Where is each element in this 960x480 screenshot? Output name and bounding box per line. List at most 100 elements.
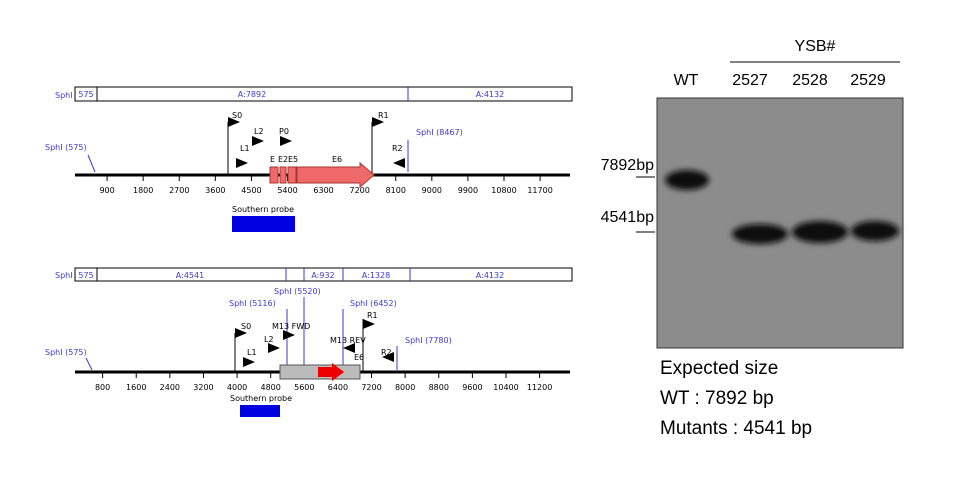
band [732, 224, 788, 244]
primer-flag [283, 330, 295, 340]
primer-flag [243, 357, 255, 367]
note: WT : 7892 bp [660, 388, 774, 409]
tick-label: 8800 [429, 383, 449, 392]
map-mutant: SphI 575 A:4541 A:932 A:1328 A:4132 SphI… [45, 267, 573, 417]
tick-label: 9900 [458, 186, 478, 195]
primer-flag [252, 136, 264, 146]
tick-label: 5600 [294, 383, 314, 392]
tick-label: 11200 [527, 383, 552, 392]
bar-start: 575 [78, 271, 93, 280]
tick-label: 3600 [205, 186, 225, 195]
exon-label: E [270, 155, 275, 164]
gel: YSB# WT 2527 2528 2529 7892bp 4541bp Exp… [601, 38, 904, 439]
primer-label: R2 [381, 348, 392, 357]
tick-label: 4800 [261, 383, 281, 392]
tick-label: 4500 [241, 186, 261, 195]
primer-flag [382, 352, 394, 362]
tick-label: 8000 [395, 383, 415, 392]
fragment: A:4132 [476, 90, 504, 99]
tick-label: 900 [99, 186, 114, 195]
exon-label: E6 [332, 155, 342, 164]
primer-flag [372, 117, 384, 127]
primer-flag [236, 158, 248, 168]
lane-label: WT [674, 72, 699, 89]
primer-label: S0 [241, 322, 251, 331]
probe [232, 216, 295, 232]
bar-site: SphI [55, 91, 73, 100]
tick-label: 9600 [462, 383, 482, 392]
tick-label: 11700 [527, 186, 552, 195]
site-label: SphI (6452) [350, 299, 397, 308]
tick-label: 7200 [349, 186, 369, 195]
primer-flag [280, 136, 292, 146]
tick-label: 3200 [193, 383, 213, 392]
primer-label: M13 REV [330, 336, 366, 345]
note: Expected size [660, 358, 778, 379]
primer-label: L2 [264, 335, 274, 344]
primer-flag [235, 328, 247, 338]
site-label: SphI (5520) [274, 287, 321, 296]
tick-label: 8100 [386, 186, 406, 195]
exon [296, 161, 375, 189]
site-label: SphI (575) [45, 143, 87, 152]
probe-label: Southern probe [232, 205, 294, 214]
lane-label: 2529 [850, 72, 886, 89]
primer-label: R1 [367, 311, 378, 320]
exon-label: E2 [278, 155, 288, 164]
map-wt: SphI 575 A:7892 A:4132 SphI (575) SphI (… [45, 86, 573, 232]
band [665, 170, 709, 190]
tick-label: 1800 [133, 186, 153, 195]
exon [279, 166, 287, 184]
tick-label: 1600 [126, 383, 146, 392]
tick-label: 4000 [227, 383, 247, 392]
site-label: SphI (5116) [229, 299, 276, 308]
tick-label: 6300 [313, 186, 333, 195]
site-line [87, 154, 96, 173]
fragment: A:7892 [238, 90, 266, 99]
tick-label: 5400 [277, 186, 297, 195]
probe-label: Southern probe [230, 394, 292, 403]
marker-arrow [318, 363, 344, 381]
site-label: SphI (8467) [416, 128, 463, 137]
primer-flag [268, 343, 280, 353]
primer-flag [393, 158, 405, 168]
fragment: A:1328 [362, 271, 390, 280]
group-label: YSB# [795, 38, 836, 55]
site-label: SphI (575) [45, 348, 87, 357]
tick-label: 2400 [160, 383, 180, 392]
size-marker: 7892bp [601, 157, 654, 174]
tick-label: 2700 [169, 186, 189, 195]
primer-flag [363, 319, 375, 329]
exon [287, 166, 297, 184]
primer-label: M13 FWD [272, 322, 310, 331]
bar-box [96, 267, 573, 282]
exon [269, 166, 279, 184]
primer-label: P0 [279, 127, 289, 136]
primer-flag [228, 117, 240, 127]
exon-label: E6 [354, 353, 364, 362]
bar-site: SphI [55, 271, 73, 280]
band [851, 221, 899, 241]
tick-label: 9000 [422, 186, 442, 195]
fragment: A:4541 [176, 271, 204, 280]
lane-label: 2527 [732, 72, 768, 89]
primer-label: L1 [240, 144, 250, 153]
bar-box [96, 86, 573, 102]
tick-label: 10800 [491, 186, 516, 195]
tick-label: 7200 [361, 383, 381, 392]
primer-label: R2 [392, 144, 403, 153]
site-line [85, 357, 93, 371]
fragment: A:4132 [476, 271, 504, 280]
tick-label: 6400 [328, 383, 348, 392]
band [792, 221, 848, 243]
size-marker: 4541bp [601, 209, 654, 226]
primer-label: L2 [254, 127, 264, 136]
primer-label: S0 [232, 111, 242, 120]
exon-label: E5 [288, 155, 298, 164]
primer-label: R1 [378, 111, 389, 120]
bar-start: 575 [78, 90, 93, 99]
tick-label: 800 [95, 383, 110, 392]
primer-flag [343, 343, 355, 353]
